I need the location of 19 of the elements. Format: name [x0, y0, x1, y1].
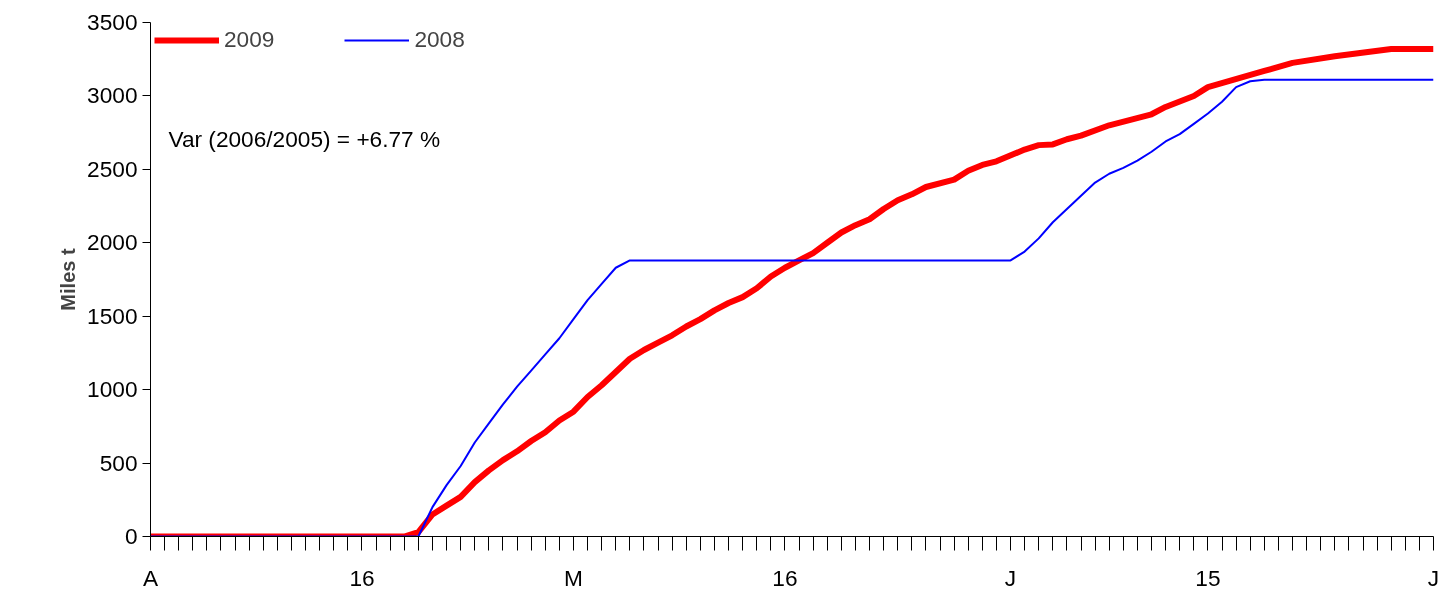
- y-axis-title: Miles t: [57, 248, 80, 311]
- y-tick-label: 1500: [87, 302, 138, 329]
- y-tick-label: 2000: [87, 229, 138, 256]
- x-tick-label: 15: [1195, 564, 1221, 591]
- legend-label: 2009: [224, 26, 275, 53]
- y-tick-label: 2500: [87, 155, 138, 182]
- y-tick-label: 3000: [87, 82, 138, 109]
- annotation: Var (2006/2005) = +6.77 %: [168, 125, 441, 152]
- x-tick-label: M: [564, 564, 583, 591]
- x-tick-label: A: [142, 564, 159, 591]
- x-tick-label: 16: [772, 564, 798, 591]
- x-tick-label: 16: [349, 564, 375, 591]
- legend-label: 2008: [414, 26, 465, 53]
- y-tick-label: 3500: [87, 9, 138, 35]
- x-tick-label: J: [1427, 564, 1440, 591]
- y-tick-label: 0: [124, 523, 138, 549]
- y-tick-label: 500: [99, 449, 138, 476]
- x-tick-label: J: [1004, 564, 1017, 591]
- y-tick-label: 1000: [87, 376, 138, 403]
